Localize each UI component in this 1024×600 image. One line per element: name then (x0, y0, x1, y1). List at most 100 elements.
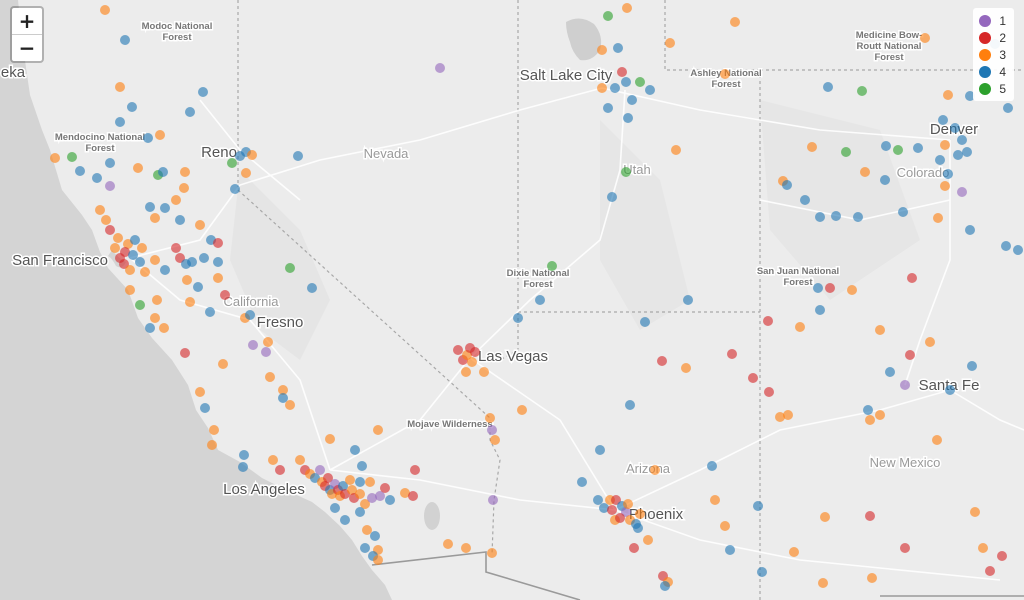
map-point[interactable] (865, 511, 875, 521)
map-point[interactable] (720, 69, 730, 79)
map-point[interactable] (285, 263, 295, 273)
map-point[interactable] (720, 521, 730, 531)
map-point[interactable] (315, 465, 325, 475)
map-point[interactable] (627, 95, 637, 105)
map-point[interactable] (92, 173, 102, 183)
map-point[interactable] (671, 145, 681, 155)
map-point[interactable] (213, 257, 223, 267)
map-point[interactable] (665, 38, 675, 48)
map-point[interactable] (860, 167, 870, 177)
map-point[interactable] (152, 295, 162, 305)
map-point[interactable] (485, 413, 495, 423)
map-point[interactable] (783, 410, 793, 420)
map-point[interactable] (198, 87, 208, 97)
map-point[interactable] (615, 513, 625, 523)
map-point[interactable] (135, 257, 145, 267)
map-point[interactable] (101, 215, 111, 225)
map-point[interactable] (1001, 241, 1011, 251)
map-point[interactable] (340, 515, 350, 525)
map-point[interactable] (577, 477, 587, 487)
map-point[interactable] (985, 566, 995, 576)
map-point[interactable] (965, 91, 975, 101)
map-point[interactable] (622, 3, 632, 13)
map-point[interactable] (962, 147, 972, 157)
map-point[interactable] (643, 535, 653, 545)
map-point[interactable] (938, 115, 948, 125)
map-point[interactable] (535, 295, 545, 305)
map-point[interactable] (175, 215, 185, 225)
map-point[interactable] (307, 283, 317, 293)
map-point[interactable] (967, 361, 977, 371)
map-point[interactable] (841, 147, 851, 157)
map-point[interactable] (943, 169, 953, 179)
map-point[interactable] (807, 142, 817, 152)
map-point[interactable] (213, 238, 223, 248)
map-point[interactable] (360, 499, 370, 509)
map-point[interactable] (625, 400, 635, 410)
map-point[interactable] (657, 356, 667, 366)
map-point[interactable] (179, 183, 189, 193)
map-point[interactable] (160, 203, 170, 213)
map-point[interactable] (607, 192, 617, 202)
map-point[interactable] (443, 539, 453, 549)
map-point[interactable] (813, 283, 823, 293)
map-point[interactable] (789, 547, 799, 557)
map-point[interactable] (875, 410, 885, 420)
map-point[interactable] (95, 205, 105, 215)
map-point[interactable] (120, 35, 130, 45)
map-point[interactable] (185, 107, 195, 117)
map-point[interactable] (150, 313, 160, 323)
map-point[interactable] (275, 465, 285, 475)
map-point[interactable] (831, 211, 841, 221)
map-point[interactable] (158, 167, 168, 177)
map-point[interactable] (763, 316, 773, 326)
map-point[interactable] (885, 367, 895, 377)
map-point[interactable] (467, 357, 477, 367)
map-point[interactable] (140, 267, 150, 277)
map-point[interactable] (707, 461, 717, 471)
map-point[interactable] (145, 323, 155, 333)
map-point[interactable] (905, 350, 915, 360)
map-point[interactable] (470, 347, 480, 357)
map-point[interactable] (593, 495, 603, 505)
map-point[interactable] (360, 543, 370, 553)
map-point[interactable] (373, 555, 383, 565)
map-point[interactable] (278, 393, 288, 403)
map-point[interactable] (623, 113, 633, 123)
map-point[interactable] (900, 543, 910, 553)
map-point[interactable] (932, 435, 942, 445)
map-point[interactable] (130, 235, 140, 245)
map-point[interactable] (435, 63, 445, 73)
map-point[interactable] (127, 102, 137, 112)
map-point[interactable] (180, 167, 190, 177)
map-point[interactable] (230, 184, 240, 194)
map-point[interactable] (375, 491, 385, 501)
map-point[interactable] (487, 548, 497, 558)
map-point[interactable] (295, 455, 305, 465)
map-point[interactable] (920, 33, 930, 43)
map-point[interactable] (357, 461, 367, 471)
map-point[interactable] (105, 181, 115, 191)
map-point[interactable] (629, 543, 639, 553)
map-point[interactable] (815, 305, 825, 315)
map-point[interactable] (350, 445, 360, 455)
map-point[interactable] (940, 181, 950, 191)
map-point[interactable] (953, 150, 963, 160)
map-point[interactable] (209, 425, 219, 435)
map-point[interactable] (213, 273, 223, 283)
map-point[interactable] (115, 82, 125, 92)
map-point[interactable] (365, 477, 375, 487)
map-point[interactable] (159, 323, 169, 333)
map-point[interactable] (613, 43, 623, 53)
map-point[interactable] (323, 473, 333, 483)
map-point[interactable] (880, 175, 890, 185)
map-point[interactable] (325, 434, 335, 444)
map-point[interactable] (965, 225, 975, 235)
map-point[interactable] (900, 380, 910, 390)
map-point[interactable] (367, 493, 377, 503)
map-point[interactable] (603, 11, 613, 21)
map-point[interactable] (764, 387, 774, 397)
map-point[interactable] (247, 150, 257, 160)
map-point[interactable] (775, 412, 785, 422)
map-point[interactable] (187, 257, 197, 267)
